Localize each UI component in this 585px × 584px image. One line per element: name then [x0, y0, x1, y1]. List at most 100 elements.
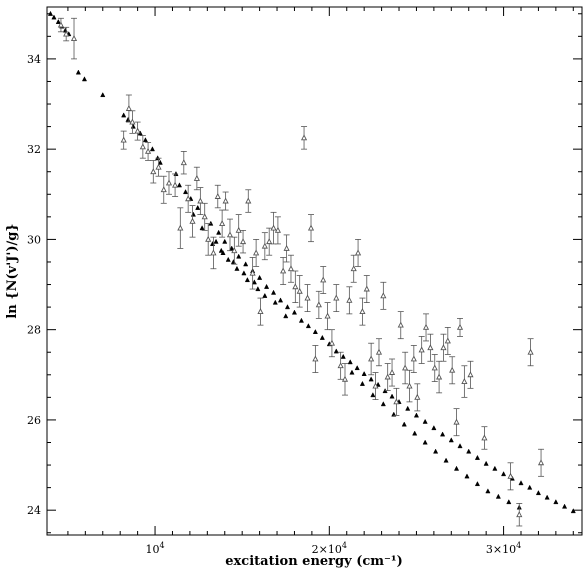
data-point-open — [397, 321, 404, 328]
data-point-filled — [422, 418, 428, 424]
data-point-open — [427, 344, 434, 351]
data-point-open — [239, 238, 247, 245]
data-point-filled — [448, 437, 454, 443]
data-point-filled — [359, 380, 365, 386]
data-point-open — [456, 323, 464, 330]
data-point-open — [300, 134, 308, 141]
data-point-filled — [501, 471, 507, 477]
data-point-open — [245, 197, 252, 204]
data-point-open — [304, 294, 311, 301]
y-tick-label: 30 — [27, 233, 41, 246]
data-point-open — [257, 308, 264, 315]
y-tick-label: 24 — [27, 504, 41, 517]
data-point-open — [453, 418, 460, 425]
data-point-filled — [370, 392, 376, 398]
data-point-open — [384, 373, 391, 380]
data-point-filled — [562, 503, 568, 509]
data-point-open — [155, 163, 162, 170]
data-point-open — [180, 159, 187, 166]
data-point-open — [201, 213, 208, 220]
data-point-filled — [262, 292, 268, 298]
data-point-filled — [422, 439, 428, 445]
data-point-open — [63, 30, 70, 37]
data-point-open — [380, 292, 387, 299]
data-point-filled — [413, 412, 420, 418]
data-point-filled — [130, 123, 136, 129]
data-point-filled — [380, 401, 386, 407]
y-tick-label: 26 — [27, 414, 41, 427]
y-tick-label: 34 — [27, 53, 41, 66]
data-point-filled — [405, 405, 411, 411]
data-point-open — [431, 364, 438, 371]
data-point-open — [160, 186, 167, 193]
data-point-filled — [495, 493, 501, 499]
data-point-open — [516, 511, 523, 518]
data-point-filled — [284, 304, 291, 310]
data-point-open — [125, 104, 132, 111]
data-point-filled — [474, 481, 481, 487]
data-point-open — [189, 217, 196, 224]
data-point-open — [388, 368, 396, 375]
data-point-open — [368, 355, 375, 362]
data-point-filled — [440, 431, 446, 437]
data-point-filled — [535, 490, 542, 496]
data-point-filled — [506, 499, 512, 505]
y-axis-label: ln {N(v'J')/g} — [5, 223, 20, 318]
data-point-filled — [453, 465, 460, 471]
data-point-filled — [319, 334, 325, 340]
data-point-filled — [213, 238, 219, 244]
data-point-filled — [375, 381, 381, 387]
data-point-open — [312, 355, 319, 362]
data-point-filled — [270, 289, 277, 295]
data-point-filled — [570, 508, 576, 514]
data-point-filled — [222, 238, 228, 244]
data-point-open — [307, 224, 315, 231]
data-point-open — [231, 247, 238, 254]
data-point-filled — [443, 457, 449, 463]
plot-area — [47, 10, 576, 527]
data-point-open — [185, 195, 192, 202]
data-point-filled — [218, 247, 224, 253]
data-point-open — [467, 371, 474, 378]
data-point-filled — [149, 146, 156, 152]
data-point-filled — [457, 443, 463, 449]
data-point-filled — [272, 299, 278, 305]
data-point-open — [57, 21, 65, 28]
data-point-open — [214, 192, 221, 199]
data-point-open — [222, 197, 229, 204]
plot-frame — [46, 6, 583, 536]
data-point-open — [197, 197, 204, 204]
data-point-filled — [225, 256, 231, 262]
data-point-filled — [361, 370, 367, 376]
data-point-open — [253, 249, 260, 256]
data-point-filled — [527, 484, 533, 490]
data-point-open — [226, 231, 234, 238]
x-tick-label: 3×104 — [486, 541, 521, 556]
data-point-open — [436, 373, 443, 380]
data-point-filled — [195, 204, 201, 210]
y-tick-label: 28 — [27, 324, 41, 337]
data-point-open — [144, 147, 152, 154]
data-point-filled — [257, 274, 263, 280]
data-point-open — [324, 312, 331, 319]
data-point-open — [461, 377, 468, 384]
data-point-open — [261, 242, 268, 249]
data-point-filled — [241, 270, 247, 276]
data-point-filled — [244, 277, 250, 283]
data-point-filled — [464, 473, 470, 479]
data-point-filled — [100, 92, 106, 98]
data-point-filled — [291, 309, 298, 315]
data-point-open — [235, 226, 242, 233]
data-point-open — [139, 143, 146, 150]
data-point-open — [292, 283, 299, 290]
data-point-filled — [55, 18, 61, 24]
data-point-filled — [216, 229, 222, 235]
data-point-open — [363, 285, 370, 292]
x-tick-label: 104 — [145, 541, 164, 556]
data-point-filled — [544, 494, 550, 500]
data-point-filled — [229, 245, 235, 251]
data-point-open — [414, 393, 421, 400]
data-point-filled — [401, 421, 407, 427]
